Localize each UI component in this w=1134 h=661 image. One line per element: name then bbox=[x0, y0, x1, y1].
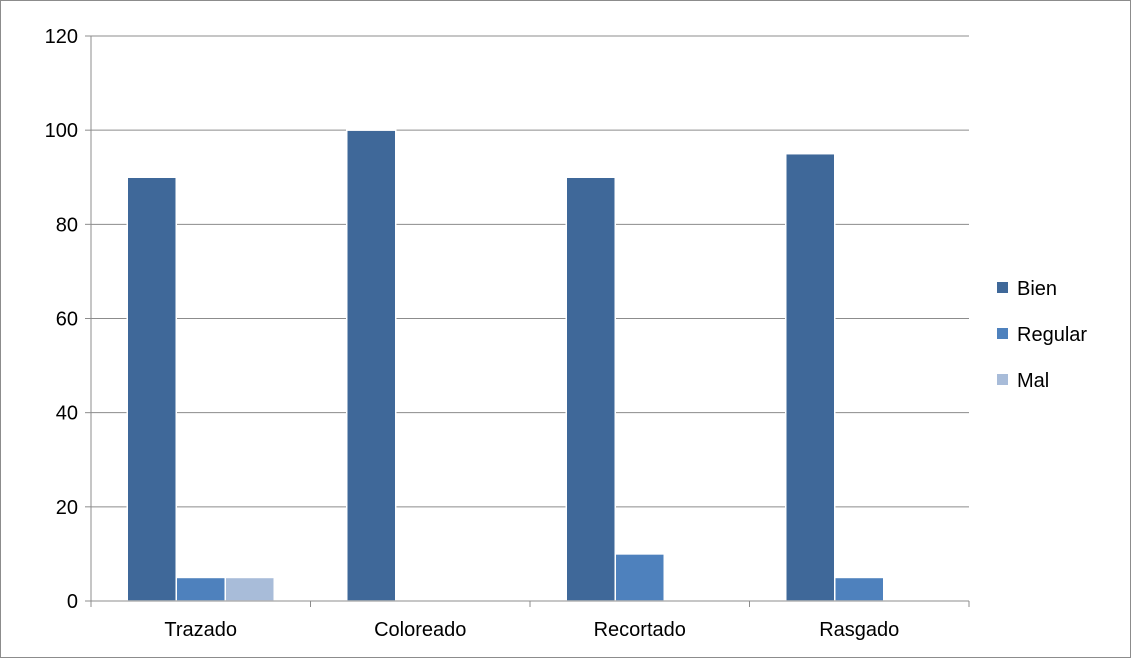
bar-trazado-regular bbox=[175, 576, 226, 602]
legend-swatch-bien bbox=[997, 282, 1008, 293]
bar-recortado-regular bbox=[614, 553, 665, 602]
y-tick-label-20: 20 bbox=[56, 497, 78, 519]
legend-swatch-regular bbox=[997, 328, 1008, 339]
y-tick-label-0: 0 bbox=[67, 591, 78, 613]
x-tick-label-coloreado: Coloreado bbox=[374, 619, 466, 641]
x-tick-label-trazado: Trazado bbox=[164, 619, 237, 641]
bar-rasgado-bien bbox=[785, 152, 836, 602]
y-tick-label-100: 100 bbox=[45, 120, 78, 142]
bar-coloreado-bien bbox=[346, 129, 397, 602]
bar-trazado-mal bbox=[224, 576, 275, 602]
x-tick-label-recortado: Recortado bbox=[594, 619, 686, 641]
y-tick-label-40: 40 bbox=[56, 403, 78, 425]
y-tick-label-60: 60 bbox=[56, 309, 78, 331]
x-tick-label-rasgado: Rasgado bbox=[819, 619, 899, 641]
bars bbox=[126, 129, 885, 602]
legend-swatch-mal bbox=[997, 374, 1008, 385]
legend: Bien Regular Mal bbox=[997, 278, 1087, 392]
y-tick-label-120: 120 bbox=[45, 26, 78, 48]
bar-recortado-bien bbox=[565, 176, 616, 602]
axes: 0 20 40 60 80 100 120 Trazado Coloreado Recortado… bbox=[45, 26, 970, 641]
legend-label-bien: Bien bbox=[1017, 278, 1057, 300]
legend-label-mal: Mal bbox=[1017, 370, 1049, 392]
gridlines bbox=[91, 35, 969, 508]
bar-trazado-bien bbox=[126, 176, 177, 602]
y-tick-label-80: 80 bbox=[56, 214, 78, 236]
legend-label-regular: Regular bbox=[1017, 324, 1087, 346]
bar-rasgado-regular bbox=[834, 576, 885, 602]
